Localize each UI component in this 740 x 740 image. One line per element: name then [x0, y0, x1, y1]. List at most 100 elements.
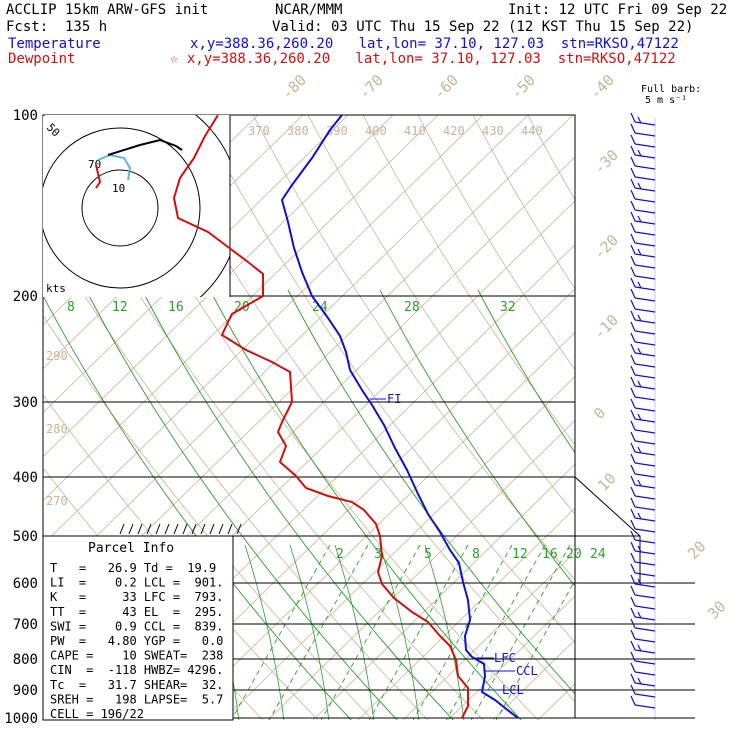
wind-barb — [634, 473, 656, 478]
dewpoint-location: ☆ x,y=388.36,260.20 lat,lon= 37.10, 127.… — [170, 51, 676, 67]
wind-barb — [634, 220, 656, 225]
parcel-box-hatch — [137, 523, 143, 535]
isotherm-line — [447, 595, 575, 720]
wind-barb — [634, 682, 656, 687]
wind-barb-flag — [630, 222, 636, 233]
wind-barb-flag — [630, 640, 636, 651]
mixing-label-lower-3: 3 — [374, 547, 382, 562]
wind-barb — [634, 429, 656, 434]
wind-barb — [634, 154, 656, 159]
wind-barb-half — [637, 413, 642, 421]
wind-barb-flag — [630, 420, 636, 431]
wind-barb — [634, 132, 656, 137]
wind-barb-half — [637, 116, 642, 124]
pressure-label-900: 900 — [13, 683, 38, 699]
parcel-info-row: SWI = 0.9 CCL = 839. — [50, 619, 223, 633]
dry-adiabat-line — [43, 394, 319, 720]
wind-barb — [634, 693, 656, 698]
isotherm-label-20: 20 — [684, 537, 710, 563]
parcel-info-box: Parcel Info T = 26.9 Td = 19.9LI = 0.2 LC… — [42, 523, 242, 721]
parcel-info-row: Tc = 31.7 SHEAR= 32. — [50, 678, 223, 692]
hodograph-kts-label: kts — [46, 282, 66, 295]
isotherm-line — [357, 507, 575, 720]
wind-barb-flag — [630, 343, 636, 354]
parcel-box-hatch — [173, 523, 179, 535]
wind-barb-half — [637, 446, 642, 454]
wind-barb-half — [637, 248, 642, 256]
parcel-info-row: CELL = 196/22 — [50, 707, 144, 721]
mixing-label-upper-8: 8 — [67, 300, 75, 315]
wind-barb-half — [637, 644, 642, 652]
theta-side-label-290: 290 — [46, 349, 68, 363]
model-title: ACCLIP 15km ARW-GFS init — [6, 2, 209, 18]
wind-barb-flag — [630, 464, 636, 475]
isotherm-line — [43, 115, 484, 545]
wind-barb — [634, 319, 656, 324]
wind-barb-flag — [630, 145, 636, 156]
wind-barb — [634, 187, 656, 192]
temperature-location: x,y=388.36,260.20 lat,lon= 37.10, 127.03… — [190, 36, 679, 52]
wind-barb — [634, 616, 656, 621]
wind-barb — [634, 506, 656, 511]
wind-barb — [634, 374, 656, 379]
hodograph-segment-mid — [97, 153, 132, 181]
wind-barb — [634, 572, 656, 577]
wind-barb-flag — [630, 332, 636, 343]
wind-barb — [634, 242, 656, 247]
theta-label-400: 400 — [365, 124, 387, 138]
wind-barb-half — [637, 512, 642, 520]
dry-adiabat-line — [362, 115, 575, 446]
wind-barb-flag — [630, 167, 636, 178]
parcel-box-hatch — [218, 523, 224, 535]
wind-barb — [634, 704, 656, 709]
mixing-ratio-dashed-line — [368, 544, 469, 720]
theta-label-370: 370 — [248, 124, 270, 138]
mixing-ratio-line — [477, 289, 575, 454]
wind-barb-flag — [630, 431, 636, 442]
parcel-box-hatch — [191, 523, 197, 535]
ccl-marker: CCL — [516, 664, 538, 678]
mixing-ratio-dashed-line — [495, 579, 575, 720]
wind-barb-half — [637, 479, 642, 487]
mixing-label-lower-16: 16 — [542, 547, 558, 562]
parcel-info-row: T = 26.9 Td = 19.9 — [50, 561, 216, 575]
dry-adiabat-line — [252, 115, 575, 581]
isotherm-line — [312, 463, 575, 720]
wind-barb — [634, 517, 656, 522]
isotherm-label--50: -50 — [507, 71, 539, 103]
wind-barb-flag — [630, 266, 636, 277]
wind-barb-flag — [630, 398, 636, 409]
wind-barb — [634, 550, 656, 555]
isotherm-label-30: 30 — [704, 597, 730, 623]
isotherm-label--40: -40 — [586, 71, 618, 103]
wind-barb-flag — [630, 508, 636, 519]
barb-legend-line1: Full barb: — [641, 84, 702, 95]
wind-barb-flag — [630, 629, 636, 640]
wind-barb — [634, 341, 656, 346]
dry-adiabat-line — [197, 115, 575, 643]
fl-marker: FI — [387, 392, 401, 406]
mixing-label-upper-28: 28 — [404, 300, 420, 315]
mixing-ratio-dashed-line — [230, 544, 331, 720]
parcel-info-row: TT = 43 EL = 295. — [50, 605, 223, 619]
hodograph-ring — [81, 169, 159, 247]
lcl-marker: LCL — [502, 683, 524, 697]
theta-side-label-270: 270 — [46, 494, 68, 508]
wind-barb-flag — [630, 365, 636, 376]
parcel-box-hatch — [164, 523, 170, 535]
parcel-info-row: SREH = 198 LAPSE= 5.7 — [50, 692, 223, 706]
wind-barb — [634, 143, 656, 148]
wind-barb-flag — [630, 552, 636, 563]
wind-barb-half — [637, 578, 642, 586]
pressure-label-300: 300 — [13, 395, 38, 411]
dry-adiabat-line — [43, 229, 429, 720]
parcel-box-hatch — [209, 523, 215, 535]
wind-barb-flag — [630, 673, 636, 684]
wind-barb — [634, 165, 656, 170]
parcel-box-hatch — [236, 523, 242, 535]
wind-barb-flag — [630, 651, 636, 662]
wind-barb-flag — [630, 178, 636, 189]
mixing-label-lower-2: 2 — [336, 547, 344, 562]
wind-barb-flag — [630, 596, 636, 607]
wind-barb — [634, 627, 656, 632]
